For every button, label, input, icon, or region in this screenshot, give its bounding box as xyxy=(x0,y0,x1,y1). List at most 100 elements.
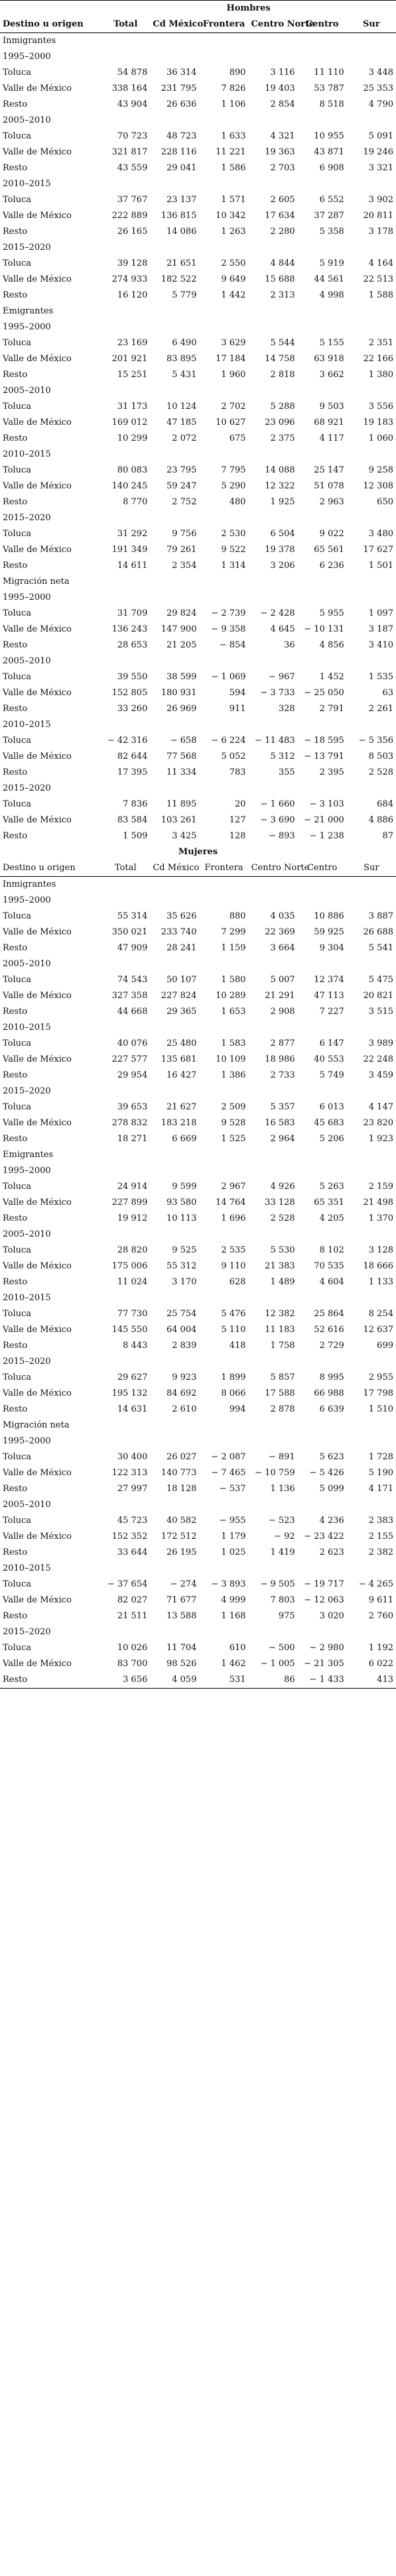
cell-value: − 7 465 xyxy=(211,1468,246,1478)
cell-value: 93 580 xyxy=(166,1198,197,1207)
cell-value: 6 552 xyxy=(319,195,344,205)
period-label: 2005–2010 xyxy=(3,656,51,666)
cell-value: − 1 238 xyxy=(309,831,344,841)
cell-value: 47 185 xyxy=(166,418,197,427)
cell-value: 3 902 xyxy=(368,195,393,205)
table-row: Valle de México 278 832 183 218 9 528 16 583… xyxy=(0,1115,396,1131)
cell-value: − 2 980 xyxy=(309,1643,344,1653)
period-header-row: 2015–2020 xyxy=(0,240,396,256)
cell-value: 4 117 xyxy=(319,433,344,443)
cell-value: − 21 000 xyxy=(304,815,344,825)
cell-value: 1 633 xyxy=(221,131,246,141)
cell-value: 4 926 xyxy=(270,1182,295,1192)
table-row: Resto 26 165 14 086 1 263 2 280 5 358 3 178 xyxy=(0,224,396,240)
section-header-row: Migración neta xyxy=(0,574,396,590)
period-label: 2010–2015 xyxy=(3,449,51,459)
cell-value: 19 183 xyxy=(363,418,394,427)
cell-value: 74 543 xyxy=(117,975,148,985)
cell-value: 27 997 xyxy=(117,1484,148,1494)
cell-value: − 21 305 xyxy=(304,1659,344,1669)
table-row: Valle de México 82 027 71 677 4 999 7 803 − 1… xyxy=(0,1593,396,1608)
cell-value: − 12 063 xyxy=(304,1595,344,1605)
cell-value: 36 314 xyxy=(166,68,197,78)
column-header-row: Destino u origen Total Cd México Fronter… xyxy=(0,17,396,33)
section-header-row: Emigrantes xyxy=(0,304,396,319)
row-label: Toluca xyxy=(3,1643,32,1653)
cell-value: 77 730 xyxy=(117,1309,148,1319)
row-label: Toluca xyxy=(3,1452,32,1462)
cell-value: 10 299 xyxy=(117,433,148,443)
row-label: Resto xyxy=(3,433,28,443)
table-row: Toluca 77 730 25 754 5 476 12 382 25 864 8 254 xyxy=(0,1306,396,1322)
row-label: Toluca xyxy=(3,799,32,809)
cell-value: 86 xyxy=(248,1672,298,1689)
mujeres-header-section: Mujeres Destino u origen Total Cd México… xyxy=(0,844,396,877)
period-header-row: 1995–2000 xyxy=(0,1433,396,1449)
cell-value: 880 xyxy=(229,911,246,921)
period-label: 1995–2000 xyxy=(3,1166,51,1176)
cell-value: 1 168 xyxy=(221,1611,246,1621)
table-row: Resto 15 251 5 431 1 960 2 818 3 662 1 380 xyxy=(0,367,396,383)
cell-value: 2 528 xyxy=(270,1213,295,1223)
cell-value: 9 923 xyxy=(172,1372,197,1382)
cell-value: 23 820 xyxy=(363,1118,394,1128)
cell-value: 911 xyxy=(229,704,246,714)
cell-value: 9 611 xyxy=(368,1595,393,1605)
hombres-group-header: Hombres xyxy=(0,0,396,17)
cell-value: − 9 358 xyxy=(211,624,246,634)
cell-value: 25 353 xyxy=(363,84,394,93)
cell-value: 1 923 xyxy=(368,1134,393,1144)
period-header-row: 2010–2015 xyxy=(0,447,396,463)
cell-value: 5 857 xyxy=(270,1372,295,1382)
table-row: Valle de México 195 132 84 692 8 066 17 588 6… xyxy=(0,1386,396,1402)
cell-value: − 2 087 xyxy=(211,1452,246,1462)
col-header-cd-mexico: Cd México xyxy=(150,17,203,33)
cell-value: 9 649 xyxy=(221,274,246,284)
cell-value: 12 637 xyxy=(363,1325,394,1335)
cell-value: − 10 759 xyxy=(255,1468,295,1478)
period-label: 1995–2000 xyxy=(3,592,51,602)
cell-value: 1 899 xyxy=(221,1372,246,1382)
table-row: Toluca 39 550 38 599 − 1 069 − 967 1 452 1 535 xyxy=(0,669,396,685)
cell-value: 227 824 xyxy=(161,991,197,1001)
cell-value: 28 241 xyxy=(166,943,197,953)
cell-value: 30 400 xyxy=(117,1452,148,1462)
period-label: 2015–2020 xyxy=(3,783,51,793)
cell-value: 21 383 xyxy=(265,1261,295,1271)
cell-value: 84 692 xyxy=(166,1388,197,1398)
cell-value: 327 358 xyxy=(111,991,148,1001)
cell-value: 227 577 xyxy=(111,1054,148,1064)
cell-value: 63 918 xyxy=(314,354,344,364)
cell-value: 2 375 xyxy=(270,433,295,443)
cell-value: 9 503 xyxy=(319,402,344,412)
cell-value: 5 541 xyxy=(368,943,393,953)
cell-value: 14 631 xyxy=(117,1404,148,1414)
cell-value: 1 136 xyxy=(270,1484,295,1494)
cell-value: 80 083 xyxy=(117,465,148,475)
col-header-frontera: Frontera xyxy=(199,17,249,33)
cell-value: 70 535 xyxy=(314,1261,344,1271)
row-label: Valle de México xyxy=(3,481,72,491)
cell-value: 1 159 xyxy=(221,943,246,953)
cell-value: 2 605 xyxy=(270,195,295,205)
table-row: Resto 8 770 2 752 480 1 925 2 963 650 xyxy=(0,494,396,510)
cell-value: 183 218 xyxy=(161,1118,197,1128)
period-label: 2015–2020 xyxy=(3,1086,51,1096)
period-header-row: 1995–2000 xyxy=(0,893,396,909)
cell-value: 8 503 xyxy=(368,752,393,761)
cell-value: − 18 595 xyxy=(304,736,344,746)
cell-value: 38 599 xyxy=(166,672,197,682)
table-row: Valle de México 350 021 233 740 7 299 22 369… xyxy=(0,924,396,940)
cell-value: 3 887 xyxy=(368,911,393,921)
table-row: Resto 19 912 10 113 1 696 2 528 4 205 1 370 xyxy=(0,1211,396,1227)
cell-value: − 500 xyxy=(268,1643,295,1653)
cell-value: 1 501 xyxy=(368,561,393,571)
row-label: Resto xyxy=(3,227,28,237)
cell-value: 17 798 xyxy=(363,1388,394,1398)
cell-value: 3 178 xyxy=(368,227,393,237)
cell-value: 29 824 xyxy=(166,608,197,618)
cell-value: 5 091 xyxy=(368,131,393,141)
cell-value: 44 668 xyxy=(117,1007,148,1017)
period-label: 2010–2015 xyxy=(3,1293,51,1303)
cell-value: 180 931 xyxy=(161,688,197,698)
